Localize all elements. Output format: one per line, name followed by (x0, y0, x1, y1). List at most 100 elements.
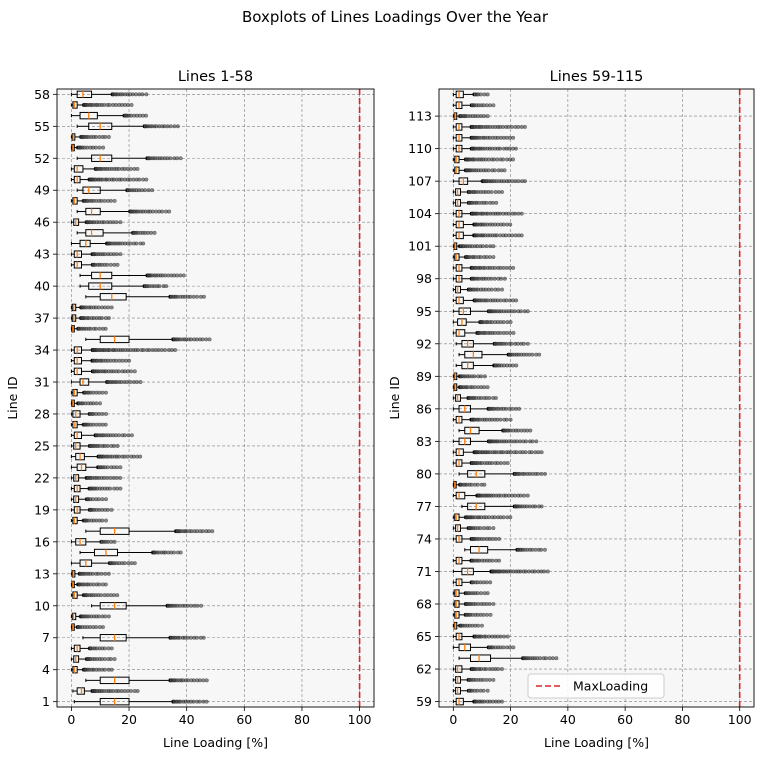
boxplot-line-75 (452, 524, 496, 532)
y-tick-label: 1 (42, 694, 50, 709)
outlier-point (125, 369, 130, 374)
outlier-point (100, 411, 105, 416)
box-iqr (454, 166, 460, 175)
y-tick-label: 101 (408, 239, 432, 254)
outlier-point (538, 656, 543, 661)
box-iqr (455, 90, 464, 99)
outlier-point (475, 591, 480, 596)
y-tick-label: 43 (34, 247, 50, 262)
boxplot-line-80 (458, 470, 547, 478)
outlier-point (97, 582, 102, 587)
outlier-point (97, 145, 102, 150)
outlier-point (510, 233, 515, 238)
outlier-point (484, 580, 489, 585)
outlier-point (488, 580, 493, 585)
outlier-point (191, 699, 196, 704)
outlier-point (105, 262, 110, 267)
boxplot-line-87 (452, 394, 498, 402)
outlier-point (513, 146, 518, 151)
boxplot-line-66 (452, 621, 484, 630)
outlier-point (118, 486, 123, 491)
outlier-point (118, 220, 123, 225)
outlier-point (487, 526, 492, 531)
box-iqr (454, 253, 460, 261)
boxplot-line-93 (452, 329, 516, 337)
outlier-point (204, 337, 209, 342)
box-iqr (470, 654, 492, 662)
outlier-point (135, 380, 140, 385)
outlier-point (197, 699, 202, 704)
y-tick-label: 62 (416, 662, 432, 677)
outlier-point (90, 571, 95, 576)
outlier-point (135, 166, 140, 171)
outlier-point (99, 316, 104, 321)
boxplot-line-36 (70, 325, 108, 333)
y-tick-label: 68 (416, 597, 432, 612)
outlier-point (522, 493, 527, 498)
boxplot-line-114 (452, 101, 496, 110)
box-iqr (73, 442, 81, 450)
outlier-point (112, 539, 117, 544)
outlier-point (163, 348, 168, 353)
outlier-point (195, 294, 200, 299)
outlier-point (489, 461, 494, 466)
outlier-point (498, 634, 503, 639)
boxplot-line-30 (70, 388, 108, 397)
y-tick-label: 46 (34, 215, 50, 230)
box-iqr (455, 296, 464, 305)
outlier-point (517, 406, 522, 411)
boxplot-line-62 (452, 665, 505, 673)
outlier-point (491, 602, 496, 607)
y-tick-label: 31 (34, 375, 50, 390)
box-iqr (73, 250, 82, 258)
box-iqr (455, 665, 463, 673)
outlier-point (178, 273, 183, 278)
outlier-point (141, 241, 146, 246)
outlier-point (493, 189, 498, 194)
outlier-point (102, 646, 107, 651)
outlier-point (97, 401, 102, 406)
outlier-point (103, 390, 108, 395)
boxplot-line-32 (70, 367, 137, 376)
boxplot-line-45 (76, 229, 157, 237)
outlier-point (134, 92, 139, 97)
outlier-point (115, 465, 120, 470)
outlier-point (128, 241, 133, 246)
boxplot-line-25 (70, 442, 120, 450)
outlier-point (491, 677, 496, 682)
outlier-point (514, 450, 519, 455)
boxplot-line-46 (70, 218, 123, 226)
y-tick-label: 28 (34, 406, 50, 421)
outlier-point (107, 102, 112, 107)
boxplot-line-103 (452, 220, 513, 229)
x-axis-label: Line Loading [%] (163, 735, 268, 750)
outlier-point (532, 569, 537, 574)
outlier-point (501, 515, 506, 520)
boxplot-line-37 (70, 314, 111, 322)
boxplot-line-3 (85, 676, 209, 685)
y-tick-label: 59 (416, 694, 432, 709)
outlier-point (103, 614, 108, 619)
outlier-point (188, 294, 193, 299)
box-iqr (73, 357, 82, 365)
outlier-point (498, 417, 503, 422)
x-tick-label: 20 (503, 712, 519, 727)
outlier-point (108, 198, 113, 203)
boxplot-line-21 (70, 484, 123, 493)
outlier-point (485, 688, 490, 693)
outlier-point (498, 461, 503, 466)
boxplot-line-42 (70, 261, 120, 269)
outlier-point (152, 230, 157, 235)
box-iqr (73, 346, 82, 354)
box-iqr (72, 388, 78, 397)
outlier-point (200, 529, 205, 534)
box-iqr (454, 600, 460, 608)
outlier-point (116, 369, 121, 374)
outlier-point (504, 406, 509, 411)
outlier-point (128, 177, 133, 182)
outlier-point (114, 475, 119, 480)
outlier-point (135, 348, 140, 353)
y-tick-label: 77 (416, 499, 432, 514)
outlier-point (509, 450, 514, 455)
